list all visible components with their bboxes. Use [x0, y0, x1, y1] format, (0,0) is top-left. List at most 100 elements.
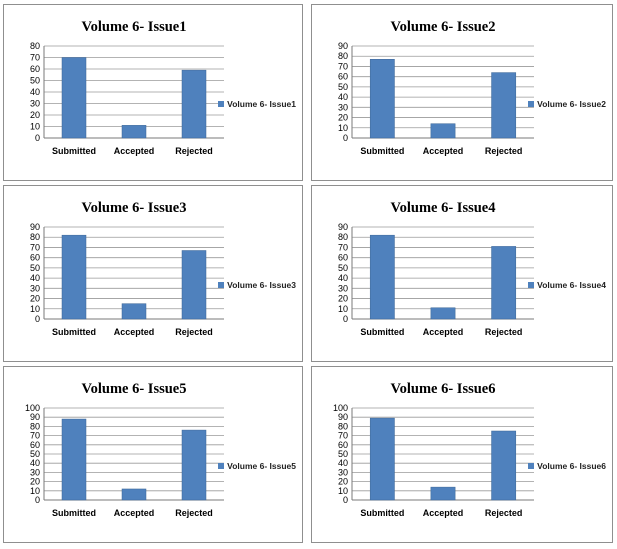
chart-title: Volume 6- Issue4	[390, 200, 496, 216]
y-tick-label: 10	[338, 304, 348, 314]
y-tick-label: 90	[338, 222, 348, 232]
y-tick-label: 60	[30, 253, 40, 263]
y-tick-label: 90	[338, 41, 348, 51]
y-tick-label: 80	[30, 421, 40, 431]
y-tick-label: 20	[30, 477, 40, 487]
y-tick-label: 100	[25, 403, 40, 413]
chart-panel-issue4: Volume 6- Issue4 0 10 20 30 40 50 60 70 80 90 Subm…	[311, 185, 613, 362]
y-tick-label: 30	[338, 467, 348, 477]
legend-label: Volume 6- Issue3	[227, 280, 296, 290]
legend-label: Volume 6- Issue6	[537, 461, 606, 471]
x-tick-label: Accepted	[423, 146, 464, 156]
bar-rejected	[491, 430, 517, 501]
y-tick-label: 50	[30, 449, 40, 459]
y-tick-label: 60	[30, 64, 40, 74]
y-tick-label: 50	[338, 449, 348, 459]
y-tick-label: 80	[338, 232, 348, 242]
y-tick-label: 30	[338, 102, 348, 112]
bar-submitted	[61, 57, 87, 139]
chart-panel-issue2: Volume 6- Issue2 0 10 20 30 40 50 60 70 80 90 Subm…	[311, 4, 613, 181]
bar-submitted	[369, 417, 395, 501]
y-tick-label: 50	[338, 263, 348, 273]
y-tick-label: 40	[30, 87, 40, 97]
bar-submitted	[61, 234, 87, 320]
y-tick-label: 50	[30, 76, 40, 86]
chart-panel-issue5: Volume 6- Issue5 0 10 20 30 40 50 60 70 80 90 100 S…	[3, 366, 303, 543]
x-tick-label: Accepted	[423, 327, 464, 337]
legend-label: Volume 6- Issue1	[227, 99, 296, 109]
y-tick-label: 60	[338, 72, 348, 82]
chart-legend: Volume 6- Issue1	[218, 99, 296, 109]
legend-label: Volume 6- Issue5	[227, 461, 296, 471]
y-tick-label: 70	[30, 242, 40, 252]
x-tick-label: Rejected	[485, 508, 523, 518]
chart-panel-issue6: Volume 6- Issue6 0 10 20 30 40 50 60 70 80 90 100 S…	[311, 366, 613, 543]
y-tick-label: 0	[35, 314, 40, 324]
y-tick-label: 40	[30, 458, 40, 468]
x-tick-label: Submitted	[52, 508, 96, 518]
y-tick-label: 60	[30, 440, 40, 450]
x-tick-label: Rejected	[485, 327, 523, 337]
legend-swatch	[218, 463, 225, 469]
y-tick-label: 30	[338, 283, 348, 293]
y-tick-label: 50	[30, 263, 40, 273]
y-tick-label: 40	[30, 273, 40, 283]
chart-title: Volume 6- Issue2	[390, 19, 496, 35]
y-tick-label: 0	[343, 495, 348, 505]
x-tick-label: Submitted	[360, 146, 404, 156]
chart-panel-issue1: Volume 6- Issue1 0 10 20 30 40 50 60 70 80 Submit…	[3, 4, 303, 181]
bar-accepted	[121, 125, 147, 139]
x-tick-label: Submitted	[52, 146, 96, 156]
x-tick-label: Rejected	[175, 327, 213, 337]
chart-legend: Volume 6- Issue3	[218, 280, 296, 290]
y-tick-label: 70	[338, 431, 348, 441]
y-tick-label: 0	[343, 314, 348, 324]
y-tick-label: 10	[338, 123, 348, 133]
y-tick-label: 90	[30, 222, 40, 232]
y-tick-label: 20	[338, 294, 348, 304]
legend-label: Volume 6- Issue2	[537, 99, 606, 109]
x-tick-label: Accepted	[114, 327, 155, 337]
bar-submitted	[61, 418, 87, 501]
y-tick-label: 60	[338, 253, 348, 263]
chart-legend: Volume 6- Issue6	[528, 461, 606, 471]
y-tick-label: 70	[30, 53, 40, 63]
x-tick-label: Rejected	[485, 146, 523, 156]
y-tick-label: 30	[30, 99, 40, 109]
y-tick-label: 80	[338, 421, 348, 431]
legend-swatch	[218, 101, 225, 107]
bar-accepted	[121, 303, 147, 320]
bar-submitted	[369, 234, 395, 320]
x-tick-label: Rejected	[175, 508, 213, 518]
chart-legend: Volume 6- Issue5	[218, 461, 296, 471]
chart-title: Volume 6- Issue6	[390, 381, 496, 397]
y-tick-label: 20	[338, 477, 348, 487]
bar-accepted	[121, 488, 147, 501]
legend-label: Volume 6- Issue4	[537, 280, 606, 290]
bar-rejected	[491, 72, 517, 139]
y-tick-label: 50	[338, 82, 348, 92]
y-tick-label: 40	[338, 273, 348, 283]
x-tick-label: Accepted	[423, 508, 464, 518]
y-tick-label: 10	[30, 122, 40, 132]
y-tick-label: 40	[338, 92, 348, 102]
legend-swatch	[528, 282, 535, 288]
y-tick-label: 30	[30, 283, 40, 293]
chart-legend: Volume 6- Issue4	[528, 280, 606, 290]
bar-rejected	[181, 429, 207, 501]
y-tick-label: 10	[30, 304, 40, 314]
y-tick-label: 30	[30, 467, 40, 477]
chart-panel-issue3: Volume 6- Issue3 0 10 20 30 40 50 60 70 80 90 Subm…	[3, 185, 303, 362]
y-tick-label: 70	[338, 61, 348, 71]
y-tick-label: 80	[30, 41, 40, 51]
bar-rejected	[491, 246, 517, 320]
bar-accepted	[430, 123, 456, 139]
x-tick-label: Submitted	[52, 327, 96, 337]
chart-title: Volume 6- Issue5	[81, 381, 187, 397]
